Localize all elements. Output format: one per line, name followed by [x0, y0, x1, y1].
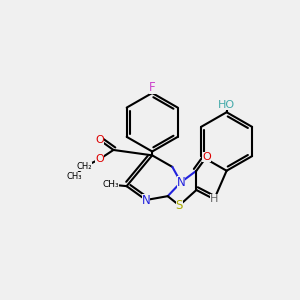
Text: F: F [149, 81, 155, 94]
Text: O: O [95, 154, 104, 164]
Text: CH₃: CH₃ [67, 172, 83, 181]
Text: O: O [95, 135, 104, 145]
Text: N: N [142, 194, 150, 206]
Text: N: N [176, 176, 185, 189]
Text: CH₂: CH₂ [76, 162, 92, 171]
Text: CH₃: CH₃ [103, 180, 119, 189]
Text: O: O [202, 152, 211, 162]
Text: HO: HO [218, 100, 235, 110]
Text: S: S [176, 199, 183, 212]
Text: H: H [210, 194, 218, 204]
